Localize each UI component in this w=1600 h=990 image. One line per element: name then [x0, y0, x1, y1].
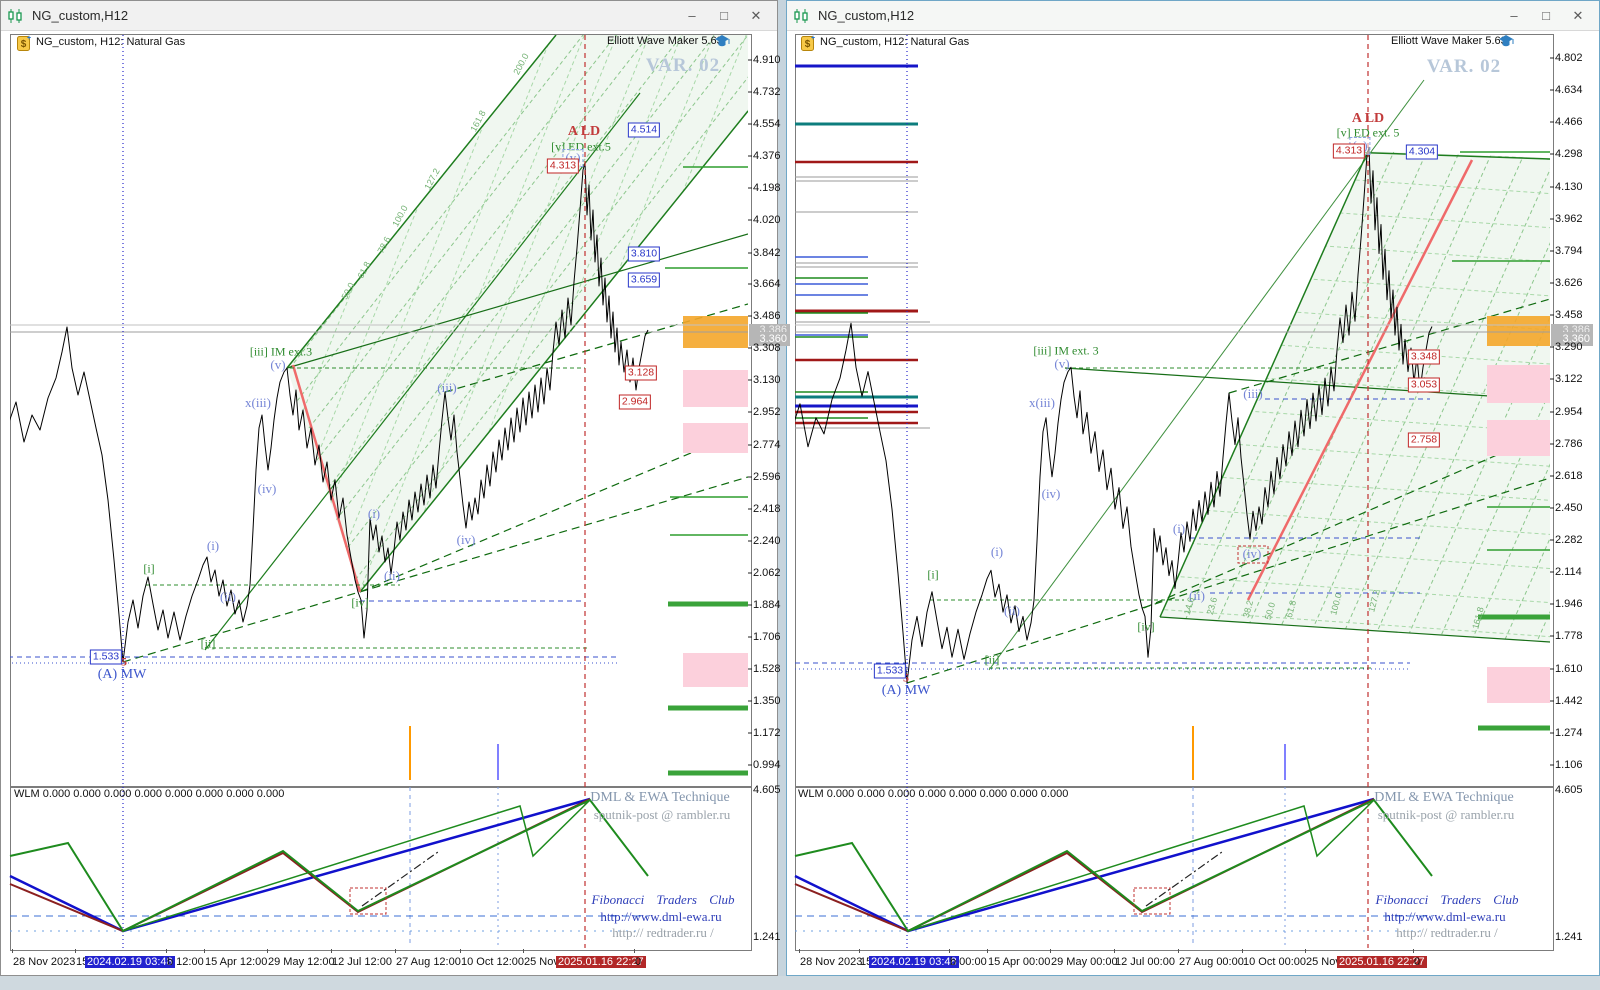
- mdi-bottom-strip: [0, 976, 1600, 990]
- close-button[interactable]: ✕: [1572, 7, 1584, 23]
- titlebar-right[interactable]: NG_custom,H12 – □ ✕: [787, 1, 1599, 31]
- chart-window-left: NG_custom,H12 – □ ✕: [0, 0, 778, 976]
- main-pane-frame: [10, 34, 752, 787]
- indicator-pane-frame: [795, 787, 1554, 951]
- window-title: NG_custom,H12: [32, 8, 129, 23]
- close-button[interactable]: ✕: [750, 7, 762, 23]
- candlestick-chart-icon: [8, 8, 22, 23]
- minimize-button[interactable]: –: [688, 8, 696, 23]
- main-pane-frame: [795, 34, 1554, 787]
- minimize-button[interactable]: –: [1510, 8, 1518, 23]
- maximize-button[interactable]: □: [720, 8, 728, 23]
- window-title: NG_custom,H12: [818, 8, 915, 23]
- indicator-pane-frame: [10, 787, 752, 951]
- chart-window-right: NG_custom,H12 – □ ✕: [786, 0, 1600, 976]
- titlebar-left[interactable]: NG_custom,H12 – □ ✕: [1, 1, 777, 31]
- maximize-button[interactable]: □: [1542, 8, 1550, 23]
- candlestick-chart-icon: [794, 8, 808, 23]
